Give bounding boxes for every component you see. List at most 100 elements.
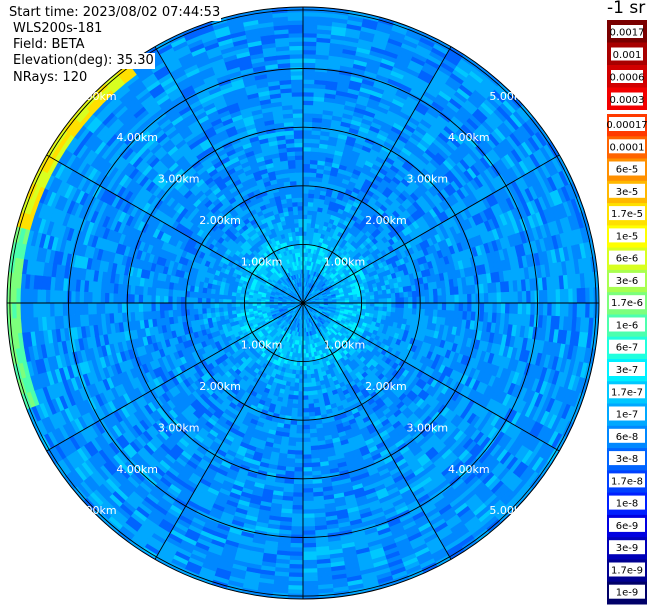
- beta-cell: [302, 403, 309, 409]
- beta-cell: [289, 555, 304, 561]
- beta-cell: [302, 218, 308, 224]
- beta-cell: [302, 399, 309, 405]
- beta-cell: [302, 500, 314, 506]
- beta-cell: [412, 302, 418, 310]
- beta-cell: [302, 454, 312, 460]
- beta-cell: [492, 292, 498, 304]
- beta-cell: [399, 297, 405, 304]
- beta-cell: [450, 294, 456, 304]
- beta-cell: [298, 378, 304, 384]
- beta-cell: [291, 513, 304, 519]
- beta-cell: [294, 450, 304, 456]
- beta-cell: [513, 291, 519, 304]
- beta-cell: [555, 302, 561, 317]
- beta-cell: [568, 288, 574, 304]
- beta-cell: [302, 526, 316, 532]
- beta-cell: [302, 226, 308, 232]
- beta-cell: [292, 488, 304, 494]
- beta-cell: [437, 295, 443, 304]
- beta-cell: [293, 471, 304, 477]
- beta-cell: [292, 399, 299, 405]
- beta-cell: [302, 45, 317, 51]
- beta-cell: [302, 49, 317, 55]
- beta-cell: [483, 302, 490, 314]
- beta-cell: [471, 302, 477, 313]
- beta-cell: [403, 297, 409, 304]
- beta-cell: [395, 297, 401, 304]
- beta-cell: [302, 395, 309, 401]
- beta-cell: [576, 302, 582, 318]
- beta-cell: [302, 429, 311, 435]
- beta-cell: [302, 235, 307, 241]
- beta-cell: [302, 580, 319, 587]
- beta-cell: [365, 302, 371, 307]
- beta-cell: [302, 542, 317, 549]
- beta-cell: [302, 205, 309, 211]
- beta-cell: [302, 509, 315, 515]
- beta-cell: [488, 292, 494, 304]
- beta-cell: [302, 433, 311, 439]
- beta-cell: [547, 289, 553, 304]
- beta-cell: [408, 296, 414, 304]
- beta-cell: [302, 214, 308, 220]
- beta-cell: [302, 209, 309, 215]
- beta-cell: [479, 293, 485, 304]
- beta-cell: [302, 551, 317, 557]
- beta-cell: [302, 28, 318, 34]
- beta-cell: [302, 138, 312, 144]
- beta-cell: [288, 576, 304, 582]
- beta-cell: [429, 302, 435, 311]
- beta-cell: [420, 296, 426, 304]
- beta-cell: [307, 201, 314, 207]
- beta-cell: [302, 150, 312, 156]
- beta-cell: [542, 289, 549, 304]
- beta-cell: [462, 302, 468, 312]
- beta-cell: [302, 230, 308, 236]
- beta-cell: [302, 589, 319, 595]
- beta-cell: [298, 374, 304, 380]
- beta-cell: [542, 302, 549, 317]
- beta-cell: [298, 386, 304, 392]
- beta-cell: [458, 294, 464, 304]
- beta-cell: [294, 458, 304, 464]
- beta-cell: [302, 87, 315, 93]
- beta-cell: [547, 302, 553, 317]
- beta-cell: [294, 454, 304, 460]
- beta-cell: [302, 475, 313, 481]
- beta-cell: [307, 214, 313, 220]
- beta-cell: [290, 530, 304, 536]
- beta-cell: [302, 159, 311, 165]
- beta-cell: [302, 513, 315, 519]
- beta-cell: [293, 479, 304, 485]
- beta-cell: [302, 188, 310, 194]
- beta-cell: [441, 295, 447, 304]
- beta-cell: [437, 302, 443, 311]
- beta-cell: [291, 517, 304, 523]
- beta-cell: [291, 504, 304, 511]
- beta-cell: [302, 568, 318, 574]
- beta-cell: [429, 295, 435, 304]
- beta-cell: [297, 391, 304, 397]
- beta-cell: [513, 302, 519, 315]
- beta-cell: [302, 201, 309, 207]
- beta-cell: [509, 291, 515, 304]
- beta-cell: [483, 292, 490, 304]
- beta-cell: [292, 390, 299, 397]
- beta-cell: [454, 302, 460, 312]
- beta-cell: [563, 288, 570, 304]
- beta-cell: [390, 307, 397, 314]
- beta-cell: [365, 295, 371, 301]
- beta-cell: [302, 374, 308, 380]
- beta-cell: [293, 382, 300, 388]
- beta-cell: [365, 299, 371, 304]
- beta-cell: [302, 420, 310, 426]
- beta-cell: [521, 302, 528, 316]
- beta-cell: [287, 589, 304, 595]
- beta-cell: [382, 298, 388, 304]
- beta-cell: [296, 408, 304, 414]
- beta-cell: [441, 302, 447, 311]
- beta-cell: [450, 302, 456, 312]
- beta-cell: [391, 297, 397, 304]
- beta-cell: [496, 292, 502, 304]
- beta-cell: [454, 294, 460, 304]
